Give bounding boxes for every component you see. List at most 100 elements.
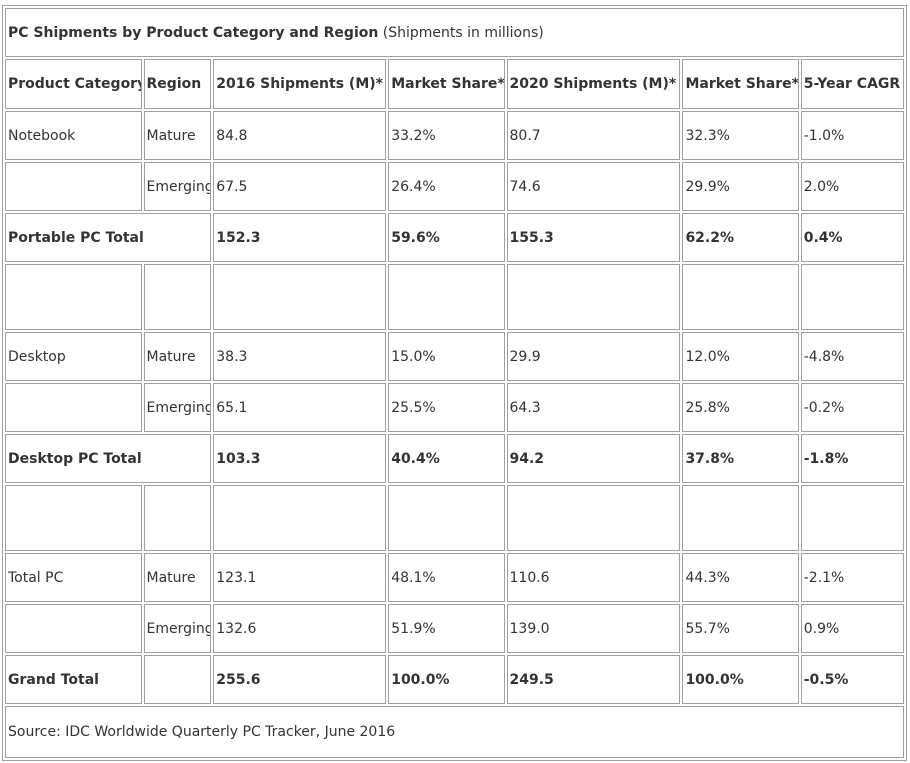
table-cell: Mature: [143, 553, 212, 602]
table-cell: 37.8%: [682, 434, 799, 483]
table-cell: 29.9%: [682, 162, 799, 211]
table-row: Emerging 65.1 25.5% 64.3 25.8% -0.2%: [5, 383, 904, 432]
source-note: Source: IDC Worldwide Quarterly PC Track…: [5, 706, 904, 758]
table-title-row: PC Shipments by Product Category and Reg…: [5, 8, 904, 57]
table-cell: 48.1%: [388, 553, 505, 602]
table-cell: 29.9: [506, 332, 681, 381]
empty-cell: [800, 485, 904, 551]
table-cell: 2.0%: [800, 162, 904, 211]
subtotal-row: Portable PC Total 152.3 59.6% 155.3 62.2…: [5, 213, 904, 262]
empty-cell: [800, 264, 904, 330]
table-row: Total PC Mature 123.1 48.1% 110.6 44.3% …: [5, 553, 904, 602]
table-cell: [5, 604, 142, 653]
table-cell: 44.3%: [682, 553, 799, 602]
table-cell: Portable PC Total: [5, 213, 212, 262]
empty-cell: [143, 485, 212, 551]
table-cell: Desktop: [5, 332, 142, 381]
table-cell: 100.0%: [682, 655, 799, 704]
table-cell: 84.8: [213, 111, 387, 160]
table-cell: 65.1: [213, 383, 387, 432]
table-cell: 62.2%: [682, 213, 799, 262]
subtotal-row: Desktop PC Total 103.3 40.4% 94.2 37.8% …: [5, 434, 904, 483]
empty-cell: [682, 264, 799, 330]
table-cell: 123.1: [213, 553, 387, 602]
table-cell: 0.9%: [800, 604, 904, 653]
table-cell: 249.5: [506, 655, 681, 704]
empty-cell: [682, 485, 799, 551]
empty-cell: [5, 485, 142, 551]
empty-cell: [5, 264, 142, 330]
table-cell: Desktop PC Total: [5, 434, 212, 483]
empty-cell: [388, 485, 505, 551]
table-cell: -0.2%: [800, 383, 904, 432]
table-cell: 25.5%: [388, 383, 505, 432]
table-cell: 155.3: [506, 213, 681, 262]
table-title-cell: PC Shipments by Product Category and Reg…: [5, 8, 904, 57]
header-cell: 2016 Shipments (M)*: [213, 59, 387, 109]
table-cell: 152.3: [213, 213, 387, 262]
table-cell: 110.6: [506, 553, 681, 602]
table-cell: 64.3: [506, 383, 681, 432]
empty-cell: [143, 264, 212, 330]
table-cell: 255.6: [213, 655, 387, 704]
table-subtitle: (Shipments in millions): [382, 24, 544, 41]
table-cell: 15.0%: [388, 332, 505, 381]
header-cell: 5-Year CAGR: [800, 59, 904, 109]
table-cell: Mature: [143, 111, 212, 160]
table-cell: 26.4%: [388, 162, 505, 211]
table-cell: 55.7%: [682, 604, 799, 653]
table-cell: 51.9%: [388, 604, 505, 653]
table-cell: -1.0%: [800, 111, 904, 160]
empty-cell: [388, 264, 505, 330]
table-cell: 38.3: [213, 332, 387, 381]
table-row: Emerging 67.5 26.4% 74.6 29.9% 2.0%: [5, 162, 904, 211]
header-cell: Market Share*: [682, 59, 799, 109]
table-cell: -1.8%: [800, 434, 904, 483]
spacer-row: [5, 264, 904, 330]
table-cell: 32.3%: [682, 111, 799, 160]
table-cell: 103.3: [213, 434, 387, 483]
empty-cell: [213, 485, 387, 551]
table-cell: Emerging: [143, 162, 212, 211]
table-cell: 132.6: [213, 604, 387, 653]
table-cell: 100.0%: [388, 655, 505, 704]
table-cell: 40.4%: [388, 434, 505, 483]
table-cell: Mature: [143, 332, 212, 381]
header-cell: Product Category: [5, 59, 142, 109]
table-cell: 80.7: [506, 111, 681, 160]
table-cell: 74.6: [506, 162, 681, 211]
table-cell: -2.1%: [800, 553, 904, 602]
table-cell: 33.2%: [388, 111, 505, 160]
table-cell: 67.5: [213, 162, 387, 211]
table-cell: -4.8%: [800, 332, 904, 381]
table-cell: Total PC: [5, 553, 142, 602]
source-row: Source: IDC Worldwide Quarterly PC Track…: [5, 706, 904, 758]
table-cell: 12.0%: [682, 332, 799, 381]
table-row: Emerging 132.6 51.9% 139.0 55.7% 0.9%: [5, 604, 904, 653]
header-cell: 2020 Shipments (M)*: [506, 59, 681, 109]
empty-cell: [506, 485, 681, 551]
empty-cell: [506, 264, 681, 330]
table-cell: 94.2: [506, 434, 681, 483]
spacer-row: [5, 485, 904, 551]
table-cell: 139.0: [506, 604, 681, 653]
header-row: Product Category Region 2016 Shipments (…: [5, 59, 904, 109]
table-row: Desktop Mature 38.3 15.0% 29.9 12.0% -4.…: [5, 332, 904, 381]
table-cell: 0.4%: [800, 213, 904, 262]
table-cell: 25.8%: [682, 383, 799, 432]
empty-cell: [213, 264, 387, 330]
table-title: PC Shipments by Product Category and Reg…: [8, 24, 379, 41]
table-cell: [5, 383, 142, 432]
header-cell: Market Share*: [388, 59, 505, 109]
table-cell: Grand Total: [5, 655, 142, 704]
table-cell: Emerging: [143, 604, 212, 653]
header-cell: Region: [143, 59, 212, 109]
table-cell: Emerging: [143, 383, 212, 432]
table-cell: [5, 162, 142, 211]
table-cell: 59.6%: [388, 213, 505, 262]
table-row: Notebook Mature 84.8 33.2% 80.7 32.3% -1…: [5, 111, 904, 160]
pc-shipments-table: PC Shipments by Product Category and Reg…: [2, 5, 907, 761]
table-cell: [143, 655, 212, 704]
table-cell: -0.5%: [800, 655, 904, 704]
grand-total-row: Grand Total 255.6 100.0% 249.5 100.0% -0…: [5, 655, 904, 704]
